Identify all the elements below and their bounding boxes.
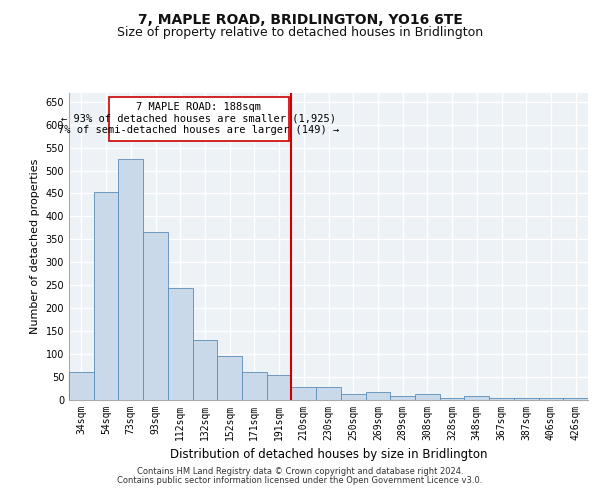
Bar: [143, 232, 168, 400]
Bar: [489, 398, 514, 400]
X-axis label: Distribution of detached houses by size in Bridlington: Distribution of detached houses by size …: [170, 448, 487, 462]
FancyBboxPatch shape: [109, 97, 289, 140]
Text: 7, MAPLE ROAD, BRIDLINGTON, YO16 6TE: 7, MAPLE ROAD, BRIDLINGTON, YO16 6TE: [137, 12, 463, 26]
Bar: [440, 398, 464, 400]
Bar: [217, 356, 242, 400]
Bar: [118, 159, 143, 400]
Bar: [267, 375, 292, 400]
Text: Contains HM Land Registry data © Crown copyright and database right 2024.: Contains HM Land Registry data © Crown c…: [137, 467, 463, 476]
Bar: [168, 288, 193, 400]
Bar: [390, 396, 415, 400]
Text: 7% of semi-detached houses are larger (149) →: 7% of semi-detached houses are larger (1…: [58, 124, 340, 134]
Bar: [464, 396, 489, 400]
Bar: [242, 372, 267, 400]
Bar: [365, 392, 390, 400]
Text: 7 MAPLE ROAD: 188sqm: 7 MAPLE ROAD: 188sqm: [136, 102, 261, 112]
Bar: [292, 387, 316, 400]
Y-axis label: Number of detached properties: Number of detached properties: [30, 158, 40, 334]
Text: ← 93% of detached houses are smaller (1,925): ← 93% of detached houses are smaller (1,…: [61, 113, 336, 123]
Bar: [514, 398, 539, 400]
Bar: [94, 192, 118, 400]
Text: Size of property relative to detached houses in Bridlington: Size of property relative to detached ho…: [117, 26, 483, 39]
Bar: [563, 398, 588, 400]
Bar: [316, 387, 341, 400]
Bar: [415, 394, 440, 400]
Bar: [341, 394, 365, 400]
Text: Contains public sector information licensed under the Open Government Licence v3: Contains public sector information licen…: [118, 476, 482, 485]
Bar: [193, 340, 217, 400]
Bar: [539, 398, 563, 400]
Bar: [69, 372, 94, 400]
